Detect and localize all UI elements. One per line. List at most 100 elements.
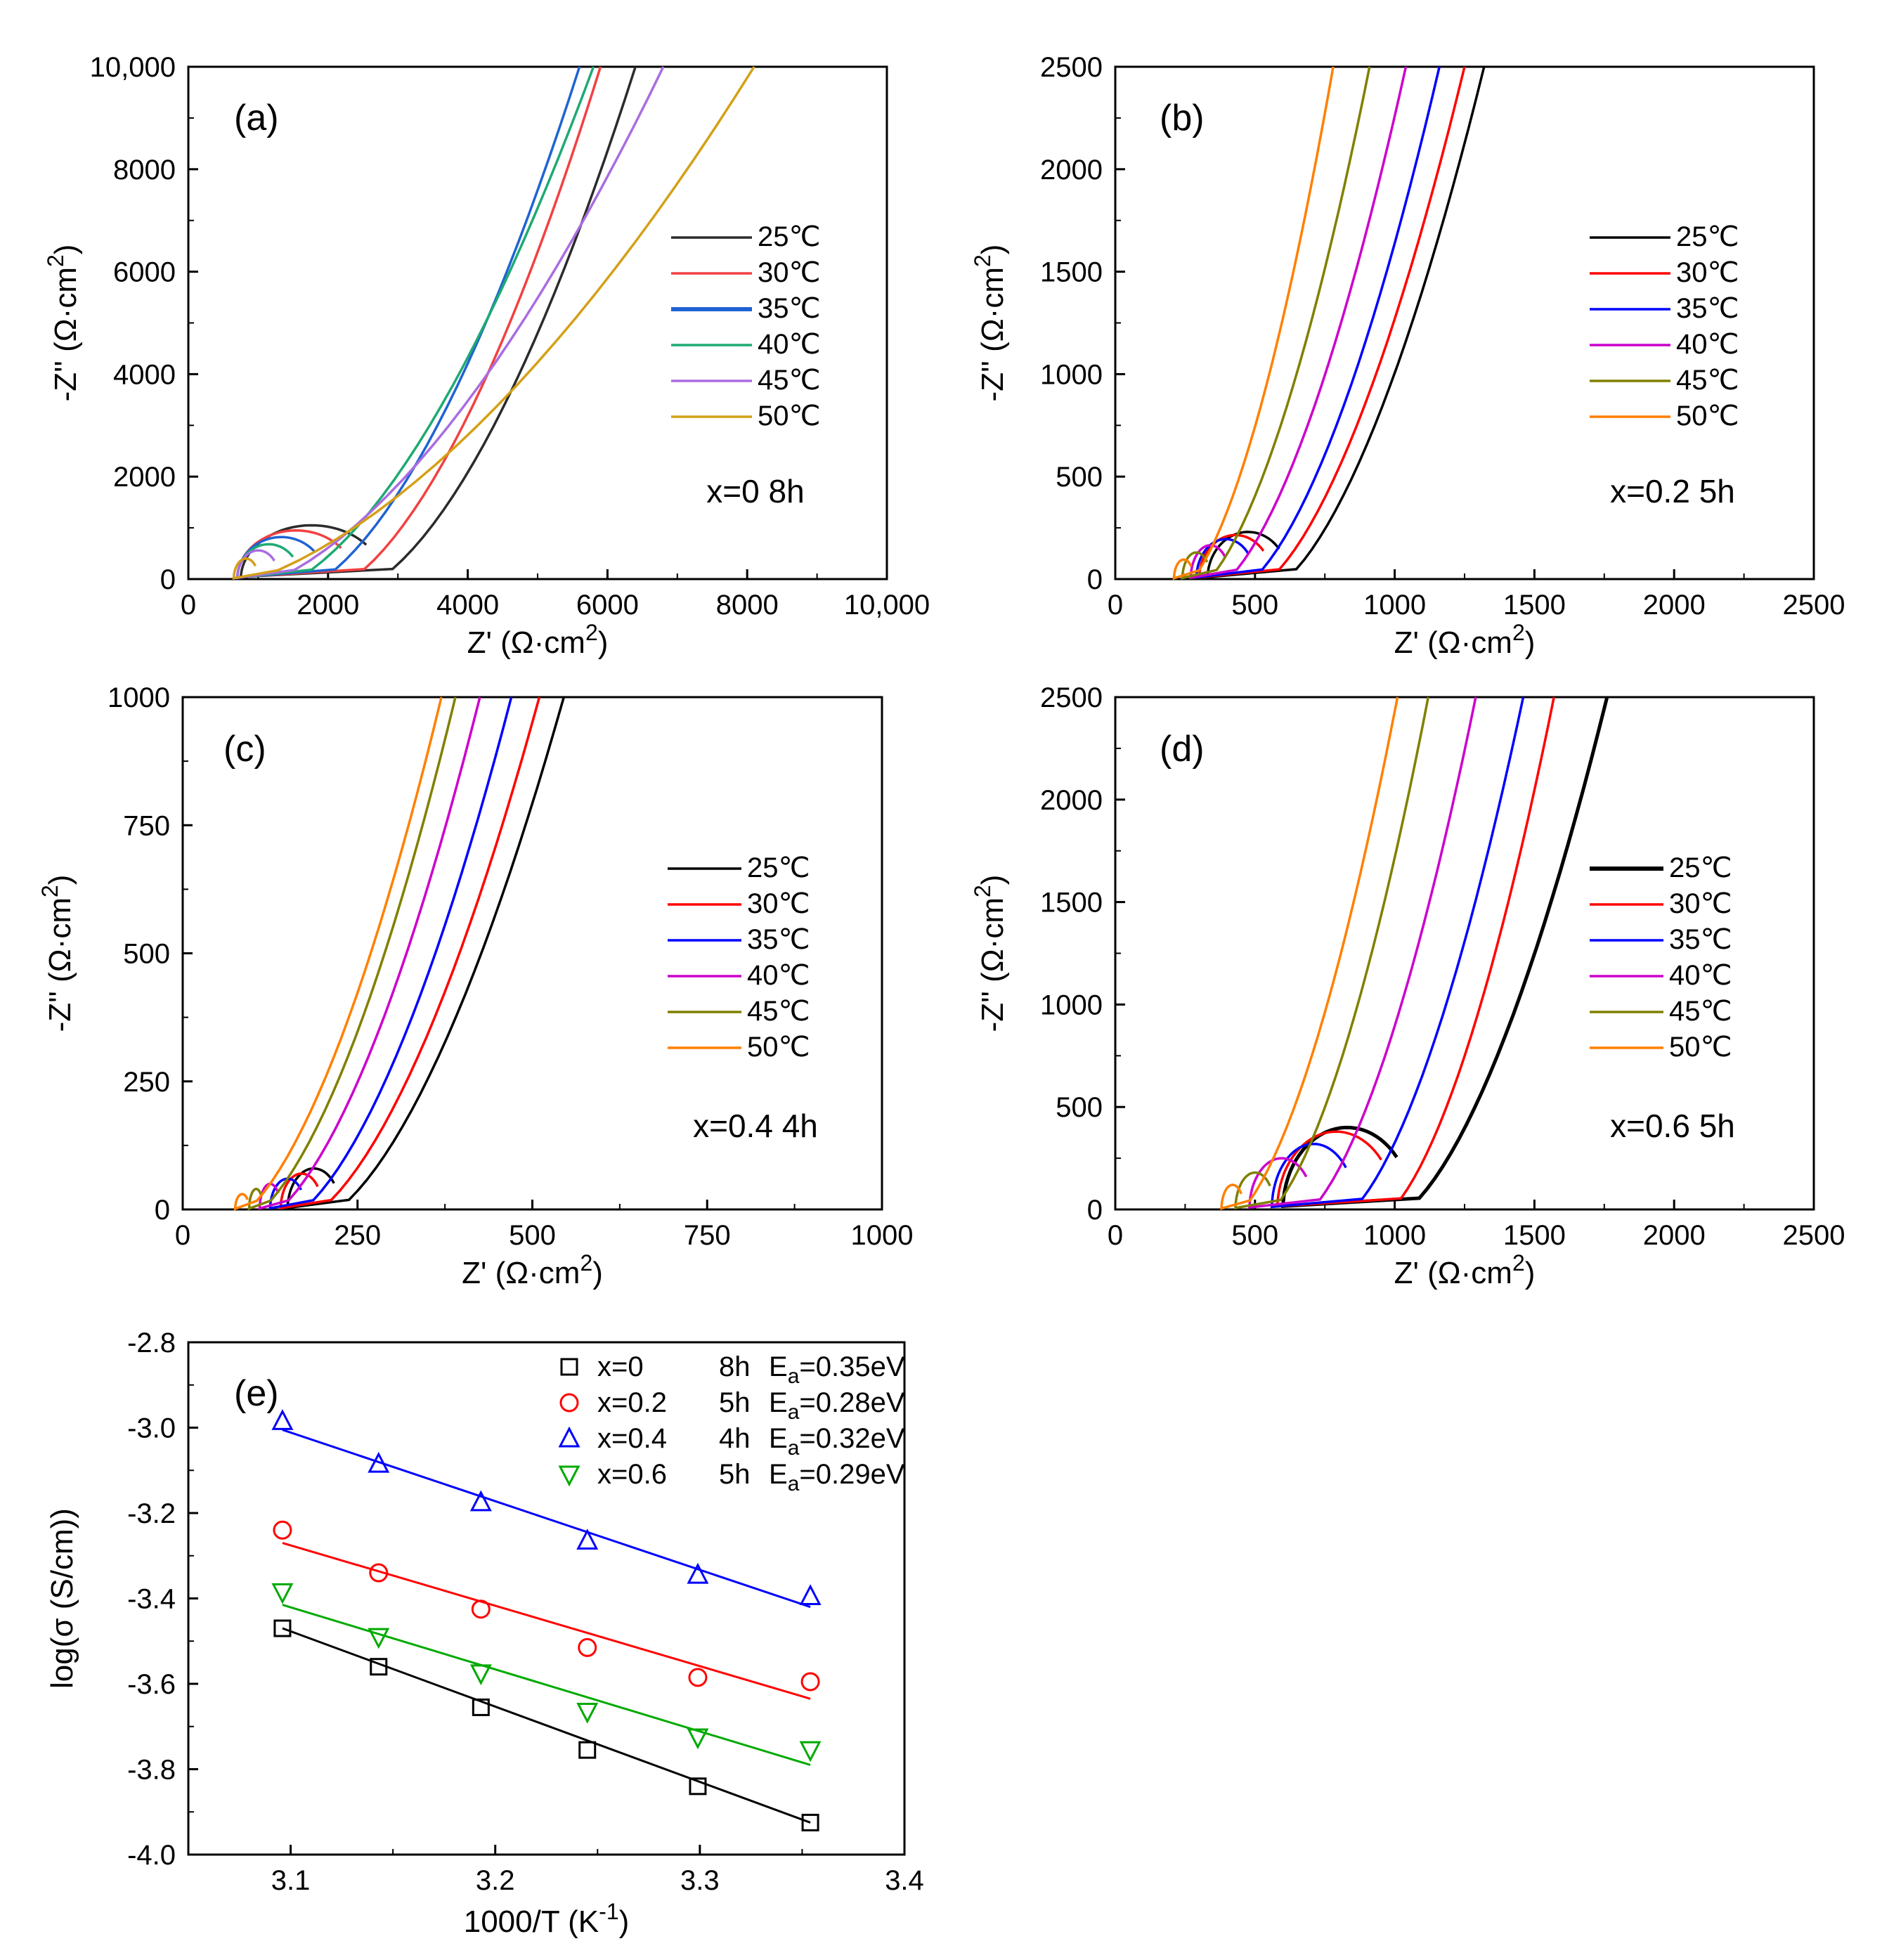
impedance-curve-35c [1195, 66, 1441, 579]
data-point-1-5 [800, 1672, 820, 1692]
x-tick-label: 3.1 [271, 1865, 311, 1896]
impedance-curve-30c [1198, 66, 1466, 579]
y-tick-label: 1000 [1040, 359, 1103, 390]
legend-ea-value: =0.32eV [799, 1423, 904, 1454]
data-point-2-0 [271, 1409, 294, 1430]
legend-ea-prefix: E [769, 1423, 788, 1454]
legend-label: 30℃ [747, 888, 810, 919]
data-point-0-3 [578, 1741, 597, 1759]
y-tick-label: -2.8 [127, 1328, 176, 1358]
y-tick-label: 1000 [108, 682, 170, 713]
data-point-2-2 [469, 1490, 492, 1512]
x-axis-label-sup: 2 [1512, 1250, 1525, 1276]
x-axis-label: Z' (Ω·cm2) [1394, 620, 1536, 660]
legend-label: 25℃ [747, 852, 810, 883]
data-point-1-2 [471, 1599, 491, 1619]
y-axis-label: log(σ (S/cm)) [45, 1508, 79, 1689]
data-point-3-2 [469, 1664, 492, 1686]
x-axis-label-close: ) [1525, 1256, 1536, 1290]
y-tick-label: 2000 [113, 462, 176, 493]
panel-0-legend: 25℃ 30℃ 35℃ 40℃ 45℃ 50℃ [671, 221, 820, 431]
data-point-2-4 [687, 1562, 709, 1584]
x-tick-label: 0 [181, 590, 196, 621]
y-axis-label-text: -Z'' (Ω·cm [975, 267, 1010, 401]
data-point-0-5 [801, 1813, 819, 1831]
legend-label: 30℃ [1676, 257, 1739, 288]
data-point-1-4 [688, 1668, 708, 1687]
data-point-0-2 [472, 1698, 490, 1716]
panel-1-axes: 0 500 1000 1500 2000 2500 0 500 1000 1500 2000 2500 [1040, 52, 1845, 621]
data-point-0-0 [273, 1619, 292, 1637]
y-tick-label: 500 [1056, 1092, 1103, 1123]
legend-label: 50℃ [747, 1032, 810, 1063]
legend-label: 50℃ [1676, 401, 1739, 431]
data-point-2-1 [368, 1451, 390, 1473]
x-tick-label: 0 [1108, 590, 1123, 621]
legend-label: 50℃ [758, 401, 820, 431]
y-tick-label: -3.0 [127, 1413, 176, 1444]
y-axis-label: -Z'' (Ω·cm2) [970, 245, 1010, 402]
y-tick-label: 1500 [1040, 888, 1103, 919]
data-point-1-1 [369, 1563, 389, 1583]
y-axis-label-sup: 2 [970, 885, 995, 897]
legend-x: x=0.2 [597, 1387, 667, 1418]
legend-ea-value: =0.28eV [799, 1387, 904, 1418]
x-tick-label: 2500 [1783, 1220, 1845, 1251]
x-axis-label-close: ) [1525, 625, 1536, 660]
legend-ea-prefix: E [769, 1387, 788, 1418]
x-tick-label: 3.3 [680, 1865, 720, 1896]
impedance-curve-25c [286, 696, 565, 1209]
data-point-3-5 [799, 1741, 822, 1763]
panel-annotation: x=0.6 5h [1610, 1108, 1735, 1144]
legend-ea: Ea=0.35eV [769, 1351, 905, 1388]
legend-label: 45℃ [758, 365, 820, 396]
legend-ea: Ea=0.29eV [769, 1459, 905, 1495]
legend-x: x=0.4 [597, 1423, 667, 1454]
impedance-curve-30c [279, 696, 541, 1210]
legend-ea-prefix: E [769, 1351, 788, 1382]
fit-line-0 [282, 1627, 811, 1824]
x-tick-label: 3.2 [476, 1865, 515, 1896]
y-tick-label: -3.4 [127, 1584, 176, 1615]
impedance-curve-25c [239, 66, 637, 578]
impedance-curve-50c [233, 696, 443, 1211]
x-tick-label: 2000 [297, 590, 359, 621]
legend-marker [558, 1426, 580, 1448]
y-axis-label-sup: 2 [37, 885, 63, 897]
legend-label: 45℃ [1669, 996, 1732, 1027]
fit-line-1 [282, 1542, 811, 1700]
legend-label: 35℃ [1669, 924, 1732, 955]
legend-marker [558, 1465, 580, 1487]
x-axis-label-sup: 2 [585, 620, 598, 645]
legend-label: 35℃ [1676, 293, 1739, 324]
panel-annotation: x=0 8h [706, 473, 804, 510]
panel-0-axes: 0 2000 4000 6000 8000 10,000 0 2000 4000 6000 8000… [90, 52, 930, 621]
impedance-curve-30c [235, 66, 602, 579]
x-axis-label: 1000/T (K-1) [464, 1899, 630, 1939]
x-tick-label: 1000 [1363, 1220, 1426, 1251]
legend-label: 35℃ [747, 924, 810, 955]
data-point-3-3 [576, 1702, 599, 1724]
y-tick-label: 0 [1087, 564, 1103, 595]
panel-label: (e) [234, 1373, 279, 1414]
data-point-3-1 [368, 1628, 390, 1649]
y-tick-label: 10,000 [90, 52, 176, 83]
y-axis-label-close: ) [48, 245, 83, 255]
y-tick-label: 2000 [1040, 785, 1103, 816]
impedance-curve-25c [1280, 696, 1609, 1208]
x-tick-label: 500 [1231, 590, 1278, 621]
impedance-curve-35c [235, 66, 581, 579]
y-axis-label: -Z'' (Ω·cm2) [970, 875, 1010, 1032]
x-tick-label: 1000 [851, 1220, 914, 1251]
legend-ea: Ea=0.28eV [769, 1387, 905, 1424]
legend-label: 40℃ [758, 329, 820, 360]
fit-line-3 [282, 1604, 811, 1766]
x-tick-label: 8000 [716, 590, 779, 621]
panel-label: (d) [1160, 729, 1205, 770]
legend-ea: Ea=0.32eV [769, 1423, 905, 1460]
x-tick-label: 1500 [1503, 1220, 1566, 1251]
legend-ea-sub: a [788, 1401, 800, 1424]
x-tick-label: 0 [1108, 1220, 1123, 1251]
data-point-1-0 [273, 1520, 292, 1540]
